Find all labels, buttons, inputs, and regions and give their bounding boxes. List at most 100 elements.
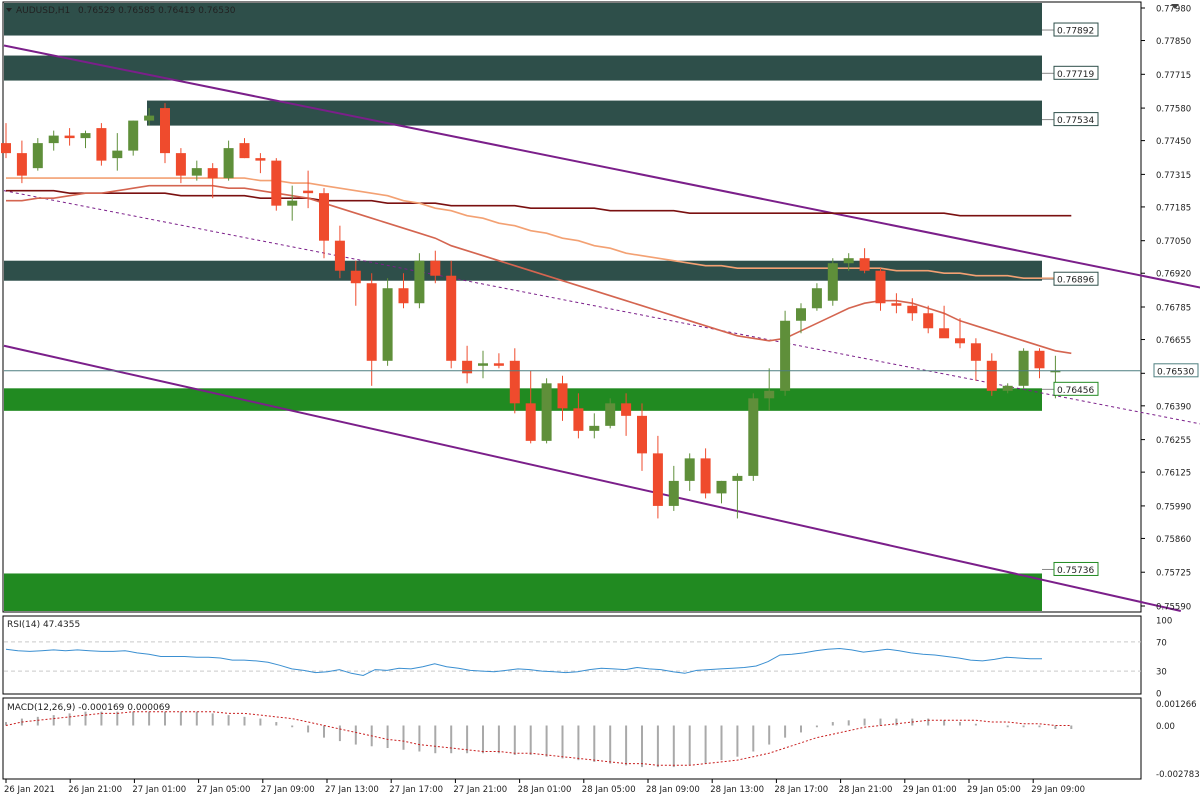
ma-slow-line <box>6 189 1072 217</box>
candle-body <box>652 453 663 506</box>
candle <box>319 188 329 259</box>
rsi-line <box>5 647 1042 677</box>
rsi-panel-frame <box>2 615 1142 695</box>
candle-body <box>955 338 965 344</box>
moving-averages-layer <box>6 177 1072 355</box>
candle-body <box>573 408 584 431</box>
candle <box>366 273 377 386</box>
candle-body <box>827 263 838 301</box>
rsi-tick-label: 100 <box>1156 617 1172 627</box>
candle <box>239 138 250 159</box>
time-tick-label: 29 Jan 01:00 <box>903 785 957 795</box>
candle <box>557 375 568 421</box>
zone-resistance <box>4 260 1042 281</box>
candle-body <box>923 313 934 329</box>
candle <box>160 103 170 164</box>
candle <box>939 305 950 339</box>
candle <box>907 298 918 321</box>
zone-label: 0.77892 <box>1057 27 1094 37</box>
zone-label: 0.76456 <box>1057 386 1094 396</box>
candle-body <box>732 475 743 481</box>
zone-label-box <box>1053 561 1099 576</box>
macd-layer: 0.001266 0.00 -0.002783 <box>5 700 1200 780</box>
channel-layer <box>3 44 1200 612</box>
candle-body <box>557 383 568 409</box>
rsi-label: RSI(14) 47.4355 <box>7 620 80 630</box>
rsi-layer: 100 70 30 0 <box>4 617 1172 700</box>
price-tick-label: 0.76920 <box>1156 270 1191 280</box>
zone-labels-layer: 0.77892 0.77719 0.77534 0.76896 0.76456 0.757… <box>1042 22 1099 576</box>
price-tick-label: 0.76655 <box>1156 336 1191 346</box>
candle <box>652 435 663 519</box>
candle <box>780 310 791 396</box>
candle <box>223 140 234 181</box>
time-tick-label: 27 Jan 17:00 <box>389 785 443 795</box>
candle-body <box>16 153 27 176</box>
candle-body <box>303 190 314 194</box>
zone-resistance <box>147 100 1042 126</box>
candle <box>398 273 409 309</box>
ohlc-label: 0.76529 0.76585 0.76419 0.76530 <box>78 6 236 16</box>
candle-body <box>334 240 345 271</box>
candle <box>128 120 139 156</box>
candle <box>637 403 647 471</box>
time-tick-label: 26 Jan 2021 <box>4 785 55 795</box>
rsi-tick-label: 30 <box>1156 668 1167 678</box>
candle <box>923 305 934 334</box>
candle <box>764 368 775 411</box>
price-tick-label: 0.77185 <box>1156 203 1191 213</box>
candle-body <box>748 398 759 476</box>
candle-body <box>1034 350 1045 369</box>
price-tick-label: 0.77980 <box>1156 5 1191 15</box>
current-price-box <box>1153 363 1199 378</box>
candle <box>621 393 632 436</box>
price-tick-label: 0.77850 <box>1156 37 1191 47</box>
candle-body <box>366 283 377 361</box>
candle <box>287 185 298 221</box>
candle-body <box>939 328 950 339</box>
candle-body <box>207 168 218 179</box>
symbol-dropdown-icon[interactable] <box>6 8 12 12</box>
price-tick-label: 0.77715 <box>1156 71 1191 81</box>
candle-body <box>32 143 43 169</box>
price-tick-label: 0.77580 <box>1156 105 1191 115</box>
candle-body <box>509 360 520 404</box>
candle <box>684 453 695 491</box>
time-tick-label: 27 Jan 09:00 <box>261 785 315 795</box>
zone-label: 0.77534 <box>1057 116 1094 126</box>
candle-body <box>684 458 695 481</box>
time-tick-label: 27 Jan 13:00 <box>325 785 379 795</box>
candle-body <box>478 363 488 366</box>
rsi-tick-label: 70 <box>1156 638 1167 648</box>
candle <box>589 413 600 439</box>
candle-body <box>64 135 75 139</box>
candle-body <box>843 258 854 264</box>
candle <box>144 108 155 126</box>
zone-label-box <box>1053 22 1099 37</box>
time-tick-label: 28 Jan 05:00 <box>582 785 636 795</box>
time-tick-label: 28 Jan 01:00 <box>518 785 572 795</box>
price-tick-label: 0.75860 <box>1156 535 1191 545</box>
candle <box>986 353 997 396</box>
candle <box>446 260 457 369</box>
candle <box>875 268 886 311</box>
candle <box>112 133 123 171</box>
price-panel-frame <box>2 1 1142 613</box>
candle <box>668 465 679 511</box>
candle <box>64 128 75 146</box>
candle-body <box>430 260 441 276</box>
chart-shift-icon[interactable] <box>1171 4 1179 9</box>
zone-support <box>4 573 1042 611</box>
zones-layer <box>4 3 1042 611</box>
time-tick-label: 28 Jan 21:00 <box>839 785 893 795</box>
candle-body <box>414 260 425 304</box>
zone-label-box <box>1053 112 1099 127</box>
zone-label-box <box>1053 381 1099 396</box>
candle-body <box>986 360 997 391</box>
zone-label-box <box>1053 65 1099 80</box>
time-tick-label: 26 Jan 21:00 <box>68 785 122 795</box>
price-tick-label: 0.75725 <box>1156 569 1191 579</box>
zone-resistance <box>4 3 1042 36</box>
